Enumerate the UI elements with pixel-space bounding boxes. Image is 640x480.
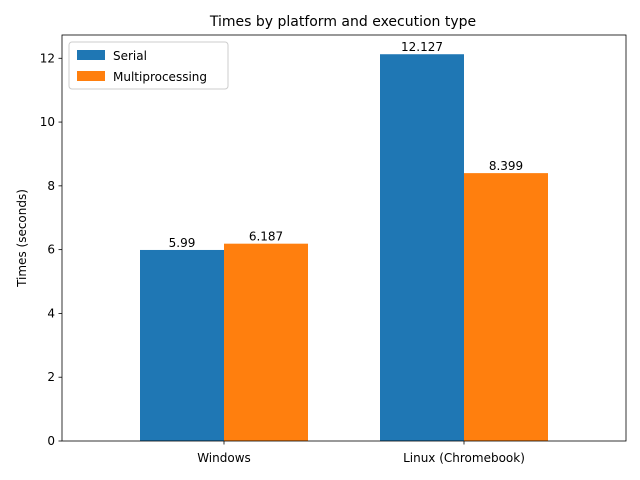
chart-title: Times by platform and execution type bbox=[209, 14, 476, 30]
data-label: 6.187 bbox=[249, 230, 283, 244]
legend-box bbox=[68, 41, 229, 90]
y-tick-label: 4 bbox=[47, 306, 55, 320]
y-tick-label: 6 bbox=[47, 243, 55, 257]
y-tick-label: 10 bbox=[40, 115, 55, 129]
legend-label: Serial bbox=[113, 49, 147, 63]
bar-multiprocessing-0 bbox=[224, 243, 308, 441]
legend-swatch bbox=[77, 50, 105, 60]
x-tick-label: Windows bbox=[197, 451, 251, 465]
axes-frame bbox=[61, 34, 627, 442]
data-label: 8.399 bbox=[489, 159, 523, 173]
data-label: 5.99 bbox=[169, 236, 196, 250]
y-tick-label: 8 bbox=[47, 179, 55, 193]
legend-label: Multiprocessing bbox=[113, 70, 207, 84]
legend: Serial Multiprocessing bbox=[68, 41, 229, 90]
x-tick-label: Linux (Chromebook) bbox=[403, 451, 525, 465]
y-tick-label: 2 bbox=[47, 370, 55, 384]
bar-multiprocessing-1 bbox=[464, 173, 548, 441]
y-tick-label: 12 bbox=[40, 51, 55, 65]
bar-serial-0 bbox=[140, 249, 224, 441]
plot-area: 5.99 12.127 6.187 8.399 0 2 4 6 8 10 12 Windows Linu… bbox=[40, 34, 627, 465]
legend-swatch bbox=[77, 71, 105, 81]
bar-serial-1 bbox=[380, 54, 464, 442]
y-tick-label: 0 bbox=[47, 434, 55, 448]
y-axis-label: Times (seconds) bbox=[15, 189, 29, 288]
data-label: 12.127 bbox=[401, 40, 443, 54]
